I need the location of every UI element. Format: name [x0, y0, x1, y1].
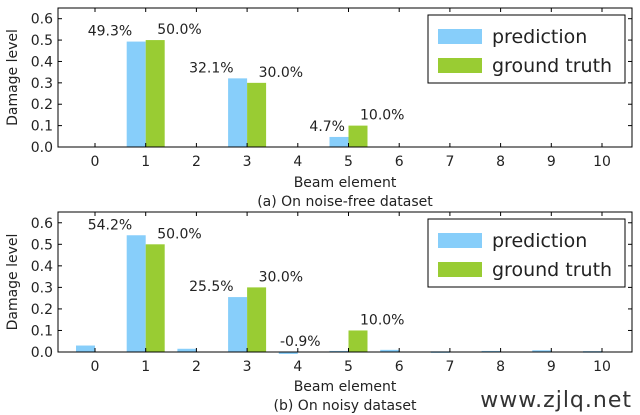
panel-b-xtick-label: 0 — [91, 359, 100, 375]
panel-a-bar-prediction-5 — [329, 136, 349, 147]
panel-b-bar-ground-truth-3 — [247, 287, 267, 352]
panel-a-data-label: 10.0% — [360, 108, 404, 124]
panel-a-data-label: 49.3% — [88, 24, 132, 40]
panel-a-data-label: 30.0% — [259, 65, 303, 81]
panel-a-ytick-label: 0.1 — [31, 119, 53, 135]
panel-b-plot-frame — [57, 211, 633, 353]
panel-a-ytick-label: 0.3 — [31, 76, 53, 92]
panel-a-xtick-label: 2 — [192, 154, 201, 170]
panel-a-legend-label-prediction: prediction — [492, 26, 587, 48]
panel-a-xtick-label: 8 — [496, 154, 505, 170]
panel-a-caption: (a) On noise-free dataset — [257, 194, 433, 210]
panel-a-legend-swatch-ground-truth — [438, 58, 482, 73]
panel-a-xtick-label: 5 — [344, 154, 353, 170]
panel-b-data-label: 25.5% — [189, 279, 233, 295]
panel-a-legend-swatch-prediction — [438, 29, 482, 44]
panel-a-ytick-label: 0.4 — [31, 54, 53, 70]
panel-b-ytick-label: 0.5 — [31, 237, 53, 253]
panel-b-xtick-label: 6 — [395, 359, 404, 375]
panel-b-bar-prediction-4 — [278, 352, 298, 354]
panel-b-xtick-label: 3 — [243, 359, 252, 375]
watermark-text: www.zjlq.net — [480, 388, 632, 413]
panel-a-data-label: 4.7% — [309, 119, 345, 135]
panel-b-xtick-label: 4 — [293, 359, 302, 375]
panel-a-xtick-label: 1 — [141, 154, 150, 170]
panel-a-bar-prediction-1 — [126, 41, 146, 147]
panel-b-ytick-label: 0.4 — [31, 259, 53, 275]
panel-a-xtick-label: 7 — [445, 154, 454, 170]
panel-a-xtick-label: 10 — [593, 154, 611, 170]
panel-b-data-label: 10.0% — [360, 312, 404, 328]
panel-b-legend-label-ground-truth: ground truth — [492, 259, 612, 281]
panel-b-data-label: 50.0% — [157, 226, 201, 242]
panel-b-xtick-label: 7 — [445, 359, 454, 375]
panel-a-bar-ground-truth-1 — [145, 40, 165, 148]
panel-a-ytick-label: 0.6 — [31, 12, 53, 28]
panel-b-data-label: 54.2% — [88, 217, 132, 233]
panel-b-data-label: -0.9% — [280, 334, 321, 350]
panel-b-bar-prediction-0 — [76, 345, 95, 352]
panel-a-x-axis-label: Beam element — [294, 175, 397, 191]
panel-b-bar-prediction-6 — [380, 349, 400, 352]
panel-a-bar-ground-truth-5 — [348, 125, 368, 147]
panel-b-bar-prediction-1 — [126, 235, 146, 352]
panel-b-ytick-label: 0.6 — [31, 216, 53, 232]
panel-b-legend-swatch-ground-truth — [438, 262, 482, 277]
panel-b-xtick-label: 5 — [344, 359, 353, 375]
panel-a-ytick-label: 0.0 — [31, 140, 53, 156]
panel-a-data-label: 32.1% — [189, 60, 233, 76]
panel-a-bar-ground-truth-3 — [247, 82, 267, 147]
panel-b-bar-prediction-9 — [532, 350, 552, 352]
panel-b-bar-prediction-3 — [228, 297, 248, 352]
panel-b-bar-ground-truth-5 — [348, 330, 368, 352]
panel-a-xtick-label: 3 — [243, 154, 252, 170]
panel-a-ytick-label: 0.5 — [31, 33, 53, 49]
panel-b-bar-ground-truth-1 — [145, 244, 165, 352]
panel-b-xtick-label: 9 — [547, 359, 556, 375]
panel-b-legend-swatch-prediction — [438, 233, 482, 248]
panel-b-data-label: 30.0% — [259, 269, 303, 285]
panel-b-xtick-label: 8 — [496, 359, 505, 375]
panel-b-ytick-label: 0.0 — [31, 345, 53, 361]
panel-b-caption: (b) On noisy dataset — [274, 398, 417, 414]
panel-a-xtick-label: 9 — [547, 154, 556, 170]
panel-b-ytick-label: 0.3 — [31, 280, 53, 296]
panel-b-legend-label-prediction: prediction — [492, 230, 587, 252]
panel-b-xtick-label: 1 — [141, 359, 150, 375]
panel-a-xtick-label: 6 — [395, 154, 404, 170]
panel-a-data-label: 50.0% — [157, 22, 201, 38]
panel-a-y-axis-label: Damage level — [5, 29, 21, 126]
panel-b-y-axis-label: Damage level — [5, 234, 21, 331]
panel-a-ytick-label: 0.2 — [31, 97, 53, 113]
panel-a-plot-frame — [57, 7, 633, 148]
panel-b-bar-prediction-2 — [177, 348, 197, 352]
panel-b-xtick-label: 10 — [593, 359, 611, 375]
panel-b-ytick-label: 0.2 — [31, 302, 53, 318]
panel-a-xtick-label: 0 — [91, 154, 100, 170]
panel-a-legend-label-ground-truth: ground truth — [492, 55, 612, 77]
panel-b-xtick-label: 2 — [192, 359, 201, 375]
panel-a-bar-prediction-3 — [228, 78, 248, 147]
panel-a-xtick-label: 4 — [293, 154, 302, 170]
panel-b-ytick-label: 0.1 — [31, 323, 53, 339]
panel-b-x-axis-label: Beam element — [294, 379, 397, 395]
